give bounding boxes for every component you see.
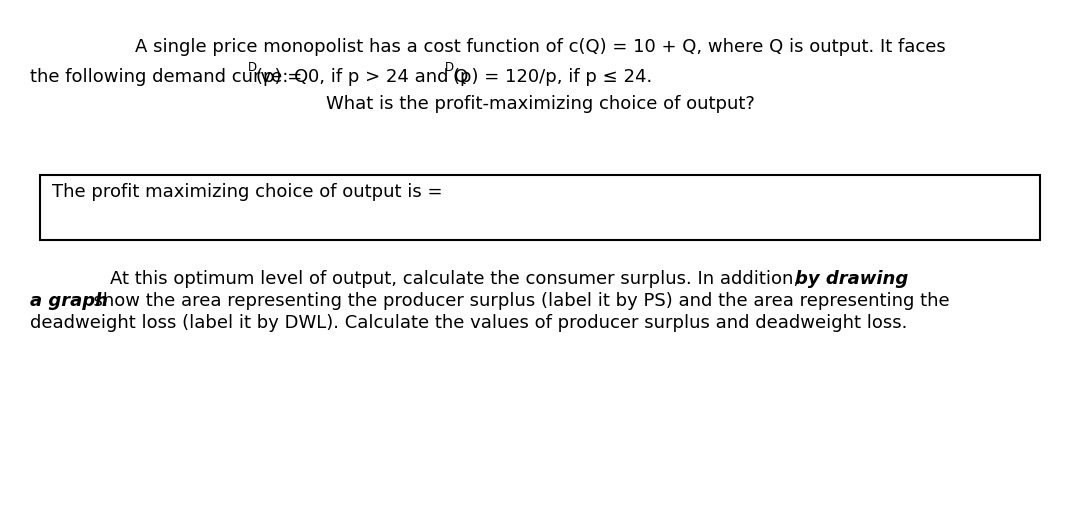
Text: D: D bbox=[445, 61, 454, 74]
Text: a graph: a graph bbox=[30, 292, 108, 310]
Text: (p) = 120/p, if p ≤ 24.: (p) = 120/p, if p ≤ 24. bbox=[453, 68, 652, 86]
Bar bbox=[40, 175, 1040, 240]
Text: D: D bbox=[248, 61, 257, 74]
Text: , show the area representing the producer surplus (label it by PS) and the area : , show the area representing the produce… bbox=[82, 292, 949, 310]
Text: by drawing: by drawing bbox=[795, 270, 908, 288]
Text: The profit maximizing choice of output is =: The profit maximizing choice of output i… bbox=[52, 183, 443, 201]
Text: At this optimum level of output, calculate the consumer surplus. In addition,: At this optimum level of output, calcula… bbox=[110, 270, 805, 288]
Text: deadweight loss (label it by DWL). Calculate the values of producer surplus and : deadweight loss (label it by DWL). Calcu… bbox=[30, 314, 907, 332]
Text: What is the profit-maximizing choice of output?: What is the profit-maximizing choice of … bbox=[325, 95, 755, 113]
Text: the following demand curve: Q: the following demand curve: Q bbox=[30, 68, 308, 86]
Text: (p) = 0, if p > 24 and Q: (p) = 0, if p > 24 and Q bbox=[256, 68, 469, 86]
Text: A single price monopolist has a cost function of c(Q) = 10 + Q, where Q is outpu: A single price monopolist has a cost fun… bbox=[135, 38, 945, 56]
